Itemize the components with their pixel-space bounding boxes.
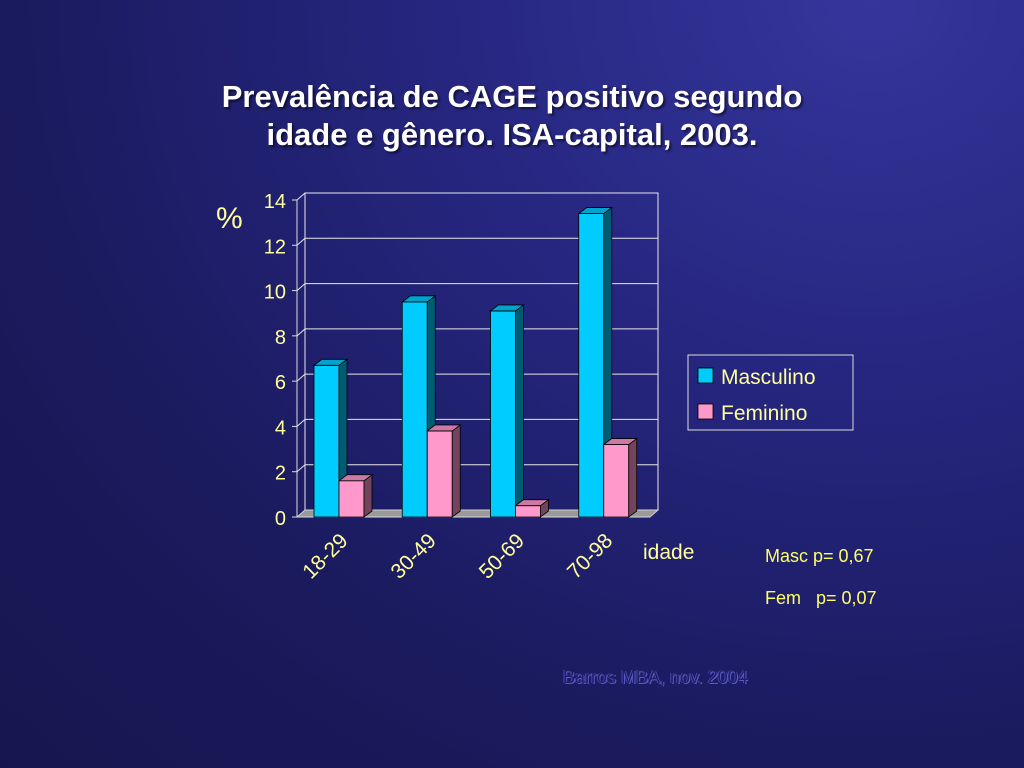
- gridline: [296, 464, 658, 473]
- legend-swatch-masculino: [697, 367, 714, 384]
- bar-masculino-30-49-top: [401, 295, 437, 303]
- title-line-1: Prevalência de CAGE positivo segundo: [221, 79, 803, 114]
- y-tick-label: 0: [275, 508, 286, 530]
- legend-label-feminino: Feminino: [721, 402, 807, 425]
- y-tick-label: 14: [264, 191, 286, 213]
- bar-feminino-30-49: [426, 424, 462, 518]
- title-line-2: idade e gênero. ISA-capital, 2003.: [266, 117, 758, 152]
- chart-bars: [312, 206, 638, 518]
- legend-swatch-feminino: [697, 403, 714, 420]
- bar-feminino-70-98-front: [603, 444, 630, 518]
- bar-feminino-30-49-side: [451, 424, 461, 518]
- gridline: [296, 283, 658, 291]
- y-tick-label: 6: [275, 372, 286, 394]
- bar-feminino-50-69-top: [514, 499, 550, 507]
- bar-feminino-18-29-top: [337, 474, 374, 482]
- x-tick-label: 30-49: [387, 529, 441, 583]
- gridline: [296, 373, 658, 382]
- bar-feminino-50-69-front: [515, 505, 541, 518]
- bar-feminino-18-29-side: [363, 473, 373, 518]
- x-tick-label: 50-69: [475, 529, 529, 583]
- bar-masculino-18-29: [312, 358, 349, 518]
- legend-label-masculino: Masculino: [721, 366, 816, 389]
- gridline: [296, 328, 658, 337]
- bar-masculino-18-29-top: [312, 358, 349, 366]
- source-credit: Barros MBA, nov. 2004: [563, 667, 748, 687]
- bar-feminino-50-69: [514, 498, 550, 518]
- bar-masculino-50-69-side: [515, 304, 524, 518]
- gridline: [296, 237, 658, 246]
- bar-masculino-50-69: [489, 304, 525, 518]
- bar-feminino-70-98: [602, 437, 638, 518]
- legend-box: [687, 354, 854, 431]
- bar-masculino-70-98-front: [578, 213, 605, 518]
- y-axis-label: %: [216, 202, 243, 235]
- y-tick-label: 2: [275, 463, 286, 485]
- x-tick-label: 70-98: [563, 529, 617, 583]
- bar-masculino-18-29-front: [313, 364, 340, 518]
- bar-feminino-70-98-side: [628, 437, 638, 518]
- y-tick-label: 8: [275, 327, 286, 349]
- bar-feminino-18-29-front: [338, 480, 365, 518]
- bar-masculino-50-69-top: [489, 304, 525, 312]
- x-axis-label: idade: [643, 541, 694, 564]
- bar-feminino-30-49-front: [426, 430, 453, 518]
- bar-masculino-30-49-front: [401, 301, 428, 518]
- y-tick-label: 12: [264, 236, 286, 258]
- chart-legend: Masculino Feminino: [687, 354, 854, 431]
- bar-feminino-18-29: [337, 473, 374, 518]
- y-tick-label: 10: [264, 282, 286, 304]
- bar-feminino-70-98-top: [602, 438, 638, 445]
- bar-masculino-50-69-front: [490, 310, 516, 518]
- note-masc-pvalue: Masc p= 0,67: [765, 546, 874, 566]
- chart-labels: 0 2 4 6 8 10 12 14% 18-29 30-49 50-69 70-98 idade: [216, 191, 694, 584]
- y-tick-label: 4: [275, 417, 286, 439]
- bar-feminino-30-49-top: [426, 424, 462, 432]
- x-tick-label: 18-29: [298, 529, 352, 583]
- slide-title: Prevalência de CAGE positivo segundo ida…: [0, 78, 1024, 154]
- bar-masculino-70-98-top: [577, 207, 613, 214]
- gridline: [296, 418, 658, 427]
- note-fem-pvalue: Fem p= 0,07: [765, 588, 877, 608]
- gridline: [296, 192, 658, 201]
